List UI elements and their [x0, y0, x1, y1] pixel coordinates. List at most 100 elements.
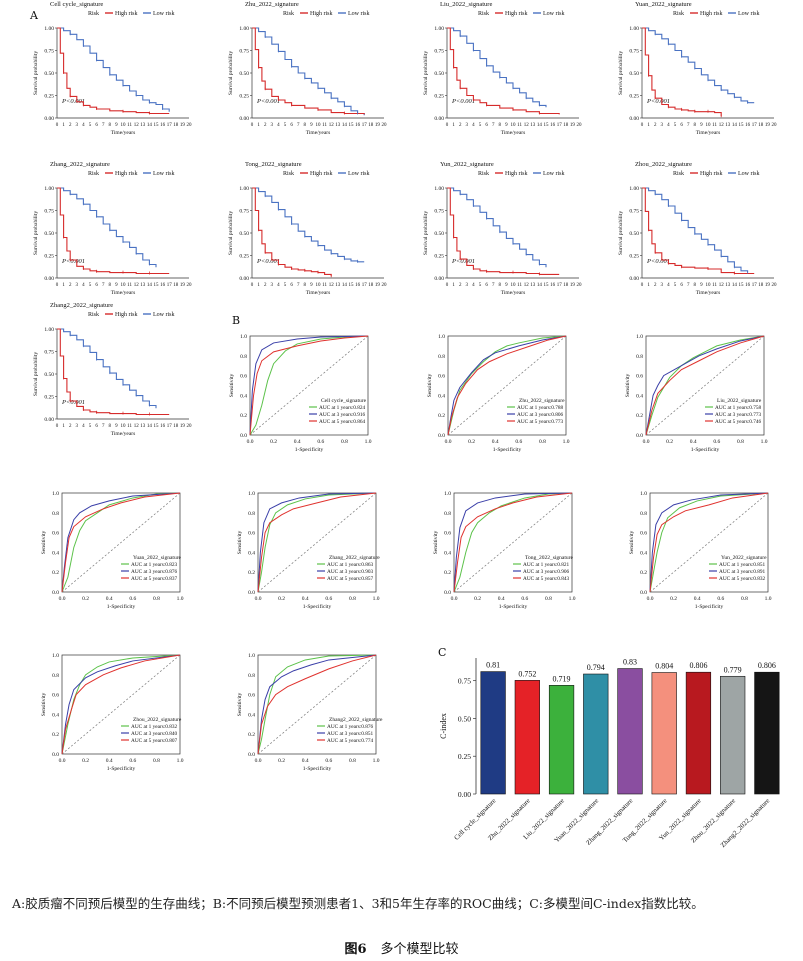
km-ylabel: Survival probability	[33, 211, 39, 255]
km-xtick-label: 16	[745, 283, 751, 288]
km-xtick-label: 16	[355, 123, 361, 128]
roc-curve-3-year	[645, 335, 765, 436]
km-ytick-label: 0.00	[44, 276, 54, 282]
km-xtick-label: 11	[127, 424, 132, 429]
panel-letter-c: C	[438, 646, 447, 659]
km-curve-low-risk	[642, 27, 755, 104]
km-xtick-label: 6	[485, 283, 488, 288]
roc-xtick-label: 0.0	[643, 439, 650, 445]
roc-curve-5-year	[257, 492, 377, 593]
km-legend-low: Low risk	[348, 11, 370, 17]
roc-xtick-label: 0.4	[302, 596, 309, 602]
roc-ytick-label: 0.6	[248, 693, 255, 699]
km-xtick-label: 8	[499, 283, 502, 288]
roc-frame	[61, 654, 181, 755]
roc-xtick-label: 1.0	[177, 596, 184, 602]
roc-ytick-label: 1.0	[52, 491, 59, 497]
roc-xtick-label: 1.0	[765, 596, 772, 602]
roc-xtick-label: 1.0	[365, 439, 372, 445]
km-title: Tong_2022_signature	[245, 161, 302, 168]
roc-legend-label: AUC at 3 years:0.903	[327, 569, 374, 575]
roc-legend-label: AUC at 1 years:0.824	[319, 405, 366, 411]
roc-frame	[257, 492, 377, 593]
cindex-value-label: 0.752	[518, 669, 536, 678]
km-xtick-label: 2	[654, 123, 657, 128]
km-xtick-label: 5	[674, 283, 677, 288]
roc-curve-1-year	[257, 492, 377, 593]
km-pvalue: P<0.001	[451, 258, 475, 265]
km-ytick-label: 0.00	[239, 116, 249, 122]
km-xtick-label: 15	[544, 123, 550, 128]
roc-ytick-label: 1.0	[640, 491, 647, 497]
roc-xtick-label: 0.8	[153, 758, 160, 764]
cindex-value-label: 0.804	[655, 662, 673, 671]
km-xtick-label: 12	[134, 283, 140, 288]
roc-xtick-label: 0.8	[539, 439, 546, 445]
km-ytick-label: 0.75	[629, 49, 639, 55]
km-xtick-label: 8	[304, 123, 307, 128]
km-xtick-label: 18	[563, 283, 569, 288]
km-xtick-label: 1	[257, 123, 260, 128]
roc-ytick-label: 0.0	[248, 590, 255, 596]
km-xtick-label: 10	[706, 283, 712, 288]
km-ytick-label: 0.75	[434, 209, 444, 215]
roc-ytick-label: 1.0	[444, 491, 451, 497]
km-xtick-label: 15	[154, 123, 160, 128]
roc-ytick-label: 0.4	[52, 550, 59, 556]
km-ytick-label: 0.50	[44, 231, 54, 237]
km-ytick-label: 0.75	[239, 209, 249, 215]
km-xtick-label: 19	[765, 123, 771, 128]
km-ytick-label: 0.50	[629, 71, 639, 77]
km-ylabel: Survival probability	[228, 51, 234, 95]
km-ytick-label: 0.50	[239, 231, 249, 237]
km-xtick-label: 0	[446, 283, 449, 288]
km-xtick-label: 20	[382, 123, 388, 128]
roc-ylabel: Sensitivity	[433, 530, 439, 554]
roc-curve-3-year	[61, 492, 181, 593]
km-ytick-label: 0.00	[44, 116, 54, 122]
km-title: Zhang2_2022_signature	[50, 302, 113, 309]
roc-xtick-label: 0.6	[325, 758, 332, 764]
roc-xtick-label: 0.2	[468, 439, 475, 445]
km-xtick-label: 9	[700, 283, 703, 288]
km-legend-low: Low risk	[543, 171, 565, 177]
cindex-bar	[754, 671, 780, 795]
roc-legend-label: AUC at 5 years:0.864	[319, 419, 366, 425]
km-curve-high-risk	[57, 27, 170, 115]
km-xtick-label: 19	[570, 123, 576, 128]
roc-xtick-label: 0.6	[129, 758, 136, 764]
roc-curve-5-year	[649, 492, 769, 593]
km-legend-low: Low risk	[348, 171, 370, 177]
roc-legend-label: AUC at 5 years:0.807	[131, 738, 178, 744]
roc-ytick-label: 0.8	[438, 354, 445, 360]
km-ytick-label: 0.25	[239, 94, 249, 100]
roc-legend-title: Zhang_2022_signature	[329, 555, 380, 561]
km-xtick-label: 16	[550, 123, 556, 128]
km-xtick-label: 17	[362, 283, 368, 288]
km-xtick-label: 5	[284, 283, 287, 288]
km-panel: Zhang_2022_signature Risk High risk Low ris…	[33, 161, 192, 296]
km-xtick-label: 4	[472, 123, 475, 128]
roc-ytick-label: 0.6	[438, 374, 445, 380]
km-xtick-label: 9	[115, 424, 118, 429]
roc-curve-3-year	[649, 492, 769, 593]
km-panel: Zhang2_2022_signature Risk High risk Low ri…	[33, 302, 192, 437]
roc-ytick-label: 1.0	[52, 653, 59, 659]
roc-xtick-label: 0.8	[545, 596, 552, 602]
km-xtick-label: 1	[647, 123, 650, 128]
km-curve-low-risk	[57, 187, 157, 268]
km-xtick-label: 18	[368, 123, 374, 128]
km-xtick-label: 18	[173, 123, 179, 128]
km-legend-low: Low risk	[153, 11, 175, 17]
km-ytick-label: 0.00	[239, 276, 249, 282]
roc-xtick-label: 0.6	[521, 596, 528, 602]
roc-xtick-label: 0.6	[129, 596, 136, 602]
roc-diagonal	[257, 492, 377, 593]
roc-xlabel: 1-Specificity	[107, 765, 136, 772]
roc-xtick-label: 0.4	[498, 596, 505, 602]
km-xtick-label: 3	[661, 283, 664, 288]
roc-diagonal	[61, 492, 181, 593]
km-legend-high: High risk	[115, 312, 138, 318]
km-ylabel: Survival probability	[618, 51, 624, 95]
km-xtick-label: 9	[700, 123, 703, 128]
